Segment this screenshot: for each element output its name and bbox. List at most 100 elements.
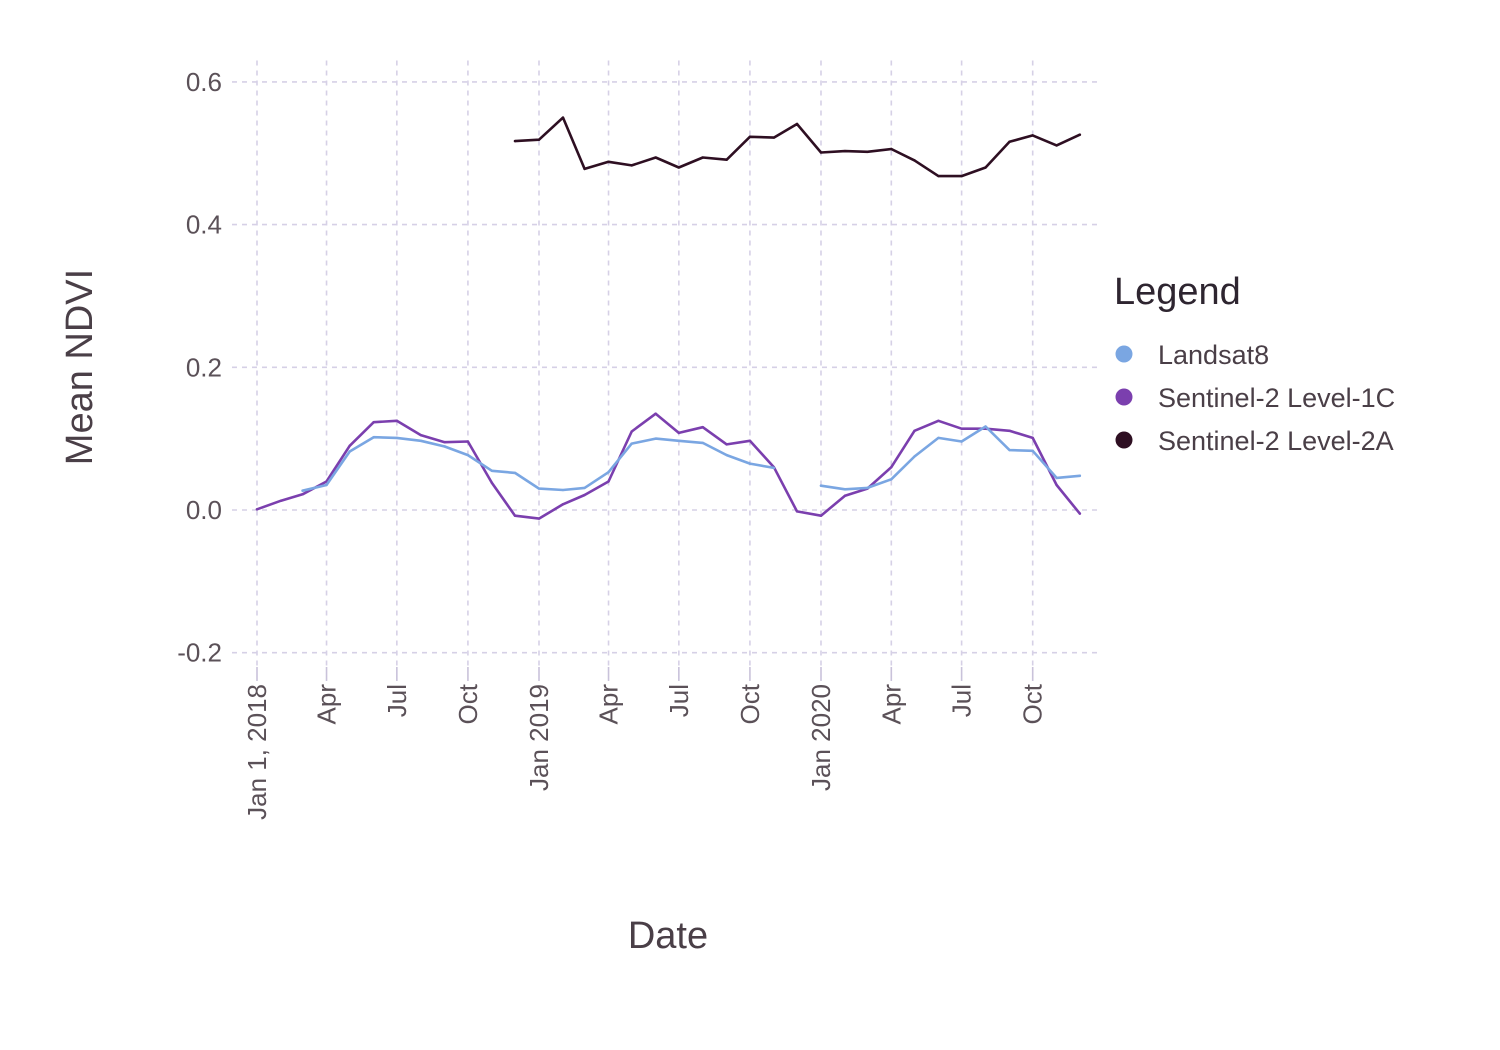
data-point xyxy=(443,445,446,448)
data-point xyxy=(701,156,704,159)
data-point xyxy=(937,419,940,423)
data-point xyxy=(960,440,963,443)
series-sentinel-2-level-1c xyxy=(255,412,1082,520)
data-point xyxy=(513,471,517,475)
series-layer xyxy=(255,116,1082,520)
data-point xyxy=(890,465,893,469)
data-point xyxy=(630,442,633,445)
data-point xyxy=(819,514,823,517)
data-point xyxy=(583,493,586,497)
data-point xyxy=(866,486,869,490)
data-point xyxy=(795,510,799,513)
data-point xyxy=(419,439,422,442)
x-axis-tick-labels: Jan 1, 2018 Apr Jul Oct Jan 2019 Apr Jul Oct Jan… xyxy=(242,683,1048,820)
data-point xyxy=(537,517,541,520)
data-point xyxy=(677,166,681,169)
data-point xyxy=(1031,134,1034,137)
data-point xyxy=(325,483,328,487)
data-point xyxy=(866,150,869,154)
series-line xyxy=(513,116,1082,178)
y-tick-label: 0.0 xyxy=(186,495,222,525)
data-point xyxy=(537,138,541,141)
data-point xyxy=(372,421,375,424)
data-point xyxy=(561,488,565,492)
legend-entry: Landsat8 xyxy=(1115,340,1269,370)
data-point xyxy=(654,412,657,415)
x-tick-label: Jan 1, 2018 xyxy=(242,684,272,820)
data-point xyxy=(654,156,657,159)
data-point xyxy=(725,158,728,161)
data-point xyxy=(279,499,283,502)
legend-entry: Sentinel-2 Level-1C xyxy=(1115,383,1395,413)
data-point xyxy=(960,174,963,178)
series-sentinel-2-level-2a xyxy=(513,116,1082,178)
data-point xyxy=(348,450,351,453)
data-point xyxy=(607,160,610,164)
data-point xyxy=(513,514,517,517)
data-point xyxy=(890,478,893,481)
data-point xyxy=(490,469,494,472)
data-point xyxy=(301,493,304,496)
data-point xyxy=(819,151,823,154)
data-point xyxy=(1008,448,1011,452)
data-point xyxy=(984,166,987,169)
x-tick-label: Jul xyxy=(947,684,977,717)
x-tick-label: Oct xyxy=(1018,683,1048,724)
data-point xyxy=(748,439,752,442)
grid-layer xyxy=(232,60,1102,681)
data-point xyxy=(561,116,565,119)
y-tick-label: 0.4 xyxy=(186,210,222,240)
data-point xyxy=(395,419,399,423)
data-point xyxy=(466,453,470,457)
data-point xyxy=(490,481,494,485)
x-tick-label: Apr xyxy=(876,684,906,725)
data-point xyxy=(843,149,847,153)
data-point xyxy=(1055,483,1058,487)
y-tick-label: 0.6 xyxy=(186,67,222,97)
data-point xyxy=(372,436,375,439)
legend-items: Landsat8 Sentinel-2 Level-1C Sentinel-2 Le… xyxy=(1115,340,1395,456)
data-point xyxy=(843,494,847,497)
data-point xyxy=(677,439,681,442)
data-point xyxy=(725,453,728,457)
data-point xyxy=(583,486,586,490)
data-point xyxy=(913,429,916,433)
data-point xyxy=(701,426,704,429)
data-point xyxy=(913,455,916,458)
data-point xyxy=(843,488,847,491)
data-point xyxy=(890,147,893,151)
data-point xyxy=(466,440,470,443)
data-point xyxy=(937,174,940,178)
x-tick-label: Jan 2020 xyxy=(806,684,836,791)
legend-swatch xyxy=(1115,431,1133,449)
data-point xyxy=(913,159,916,162)
data-point xyxy=(1055,144,1058,147)
y-axis-tick-labels: 0.6 0.4 0.2 0.0 -0.2 xyxy=(177,67,222,668)
series-line xyxy=(255,412,1082,520)
legend: Legend Landsat8 Sentinel-2 Level-1C Sentin… xyxy=(1114,271,1395,456)
x-tick-label: Jul xyxy=(664,684,694,717)
x-tick-label: Jan 2019 xyxy=(524,684,554,791)
data-point xyxy=(443,441,446,444)
x-tick-label: Apr xyxy=(312,684,342,725)
data-point xyxy=(255,508,259,511)
data-point xyxy=(725,443,728,446)
data-point xyxy=(937,436,940,440)
series-line xyxy=(819,425,1082,491)
series-landsat8 xyxy=(301,425,1082,492)
data-point xyxy=(795,122,799,126)
data-point xyxy=(607,480,610,483)
x-tick-label: Jul xyxy=(382,684,412,717)
data-point xyxy=(1031,449,1034,452)
y-tick-label: -0.2 xyxy=(177,638,222,668)
data-point xyxy=(1031,436,1034,440)
x-tick-label: Oct xyxy=(453,683,483,724)
data-point xyxy=(984,425,987,428)
y-axis-title: Mean NDVI xyxy=(59,269,101,465)
data-point xyxy=(1008,429,1011,433)
data-point xyxy=(630,164,633,167)
data-point xyxy=(513,139,517,143)
data-point xyxy=(561,503,565,506)
data-point xyxy=(748,135,752,139)
